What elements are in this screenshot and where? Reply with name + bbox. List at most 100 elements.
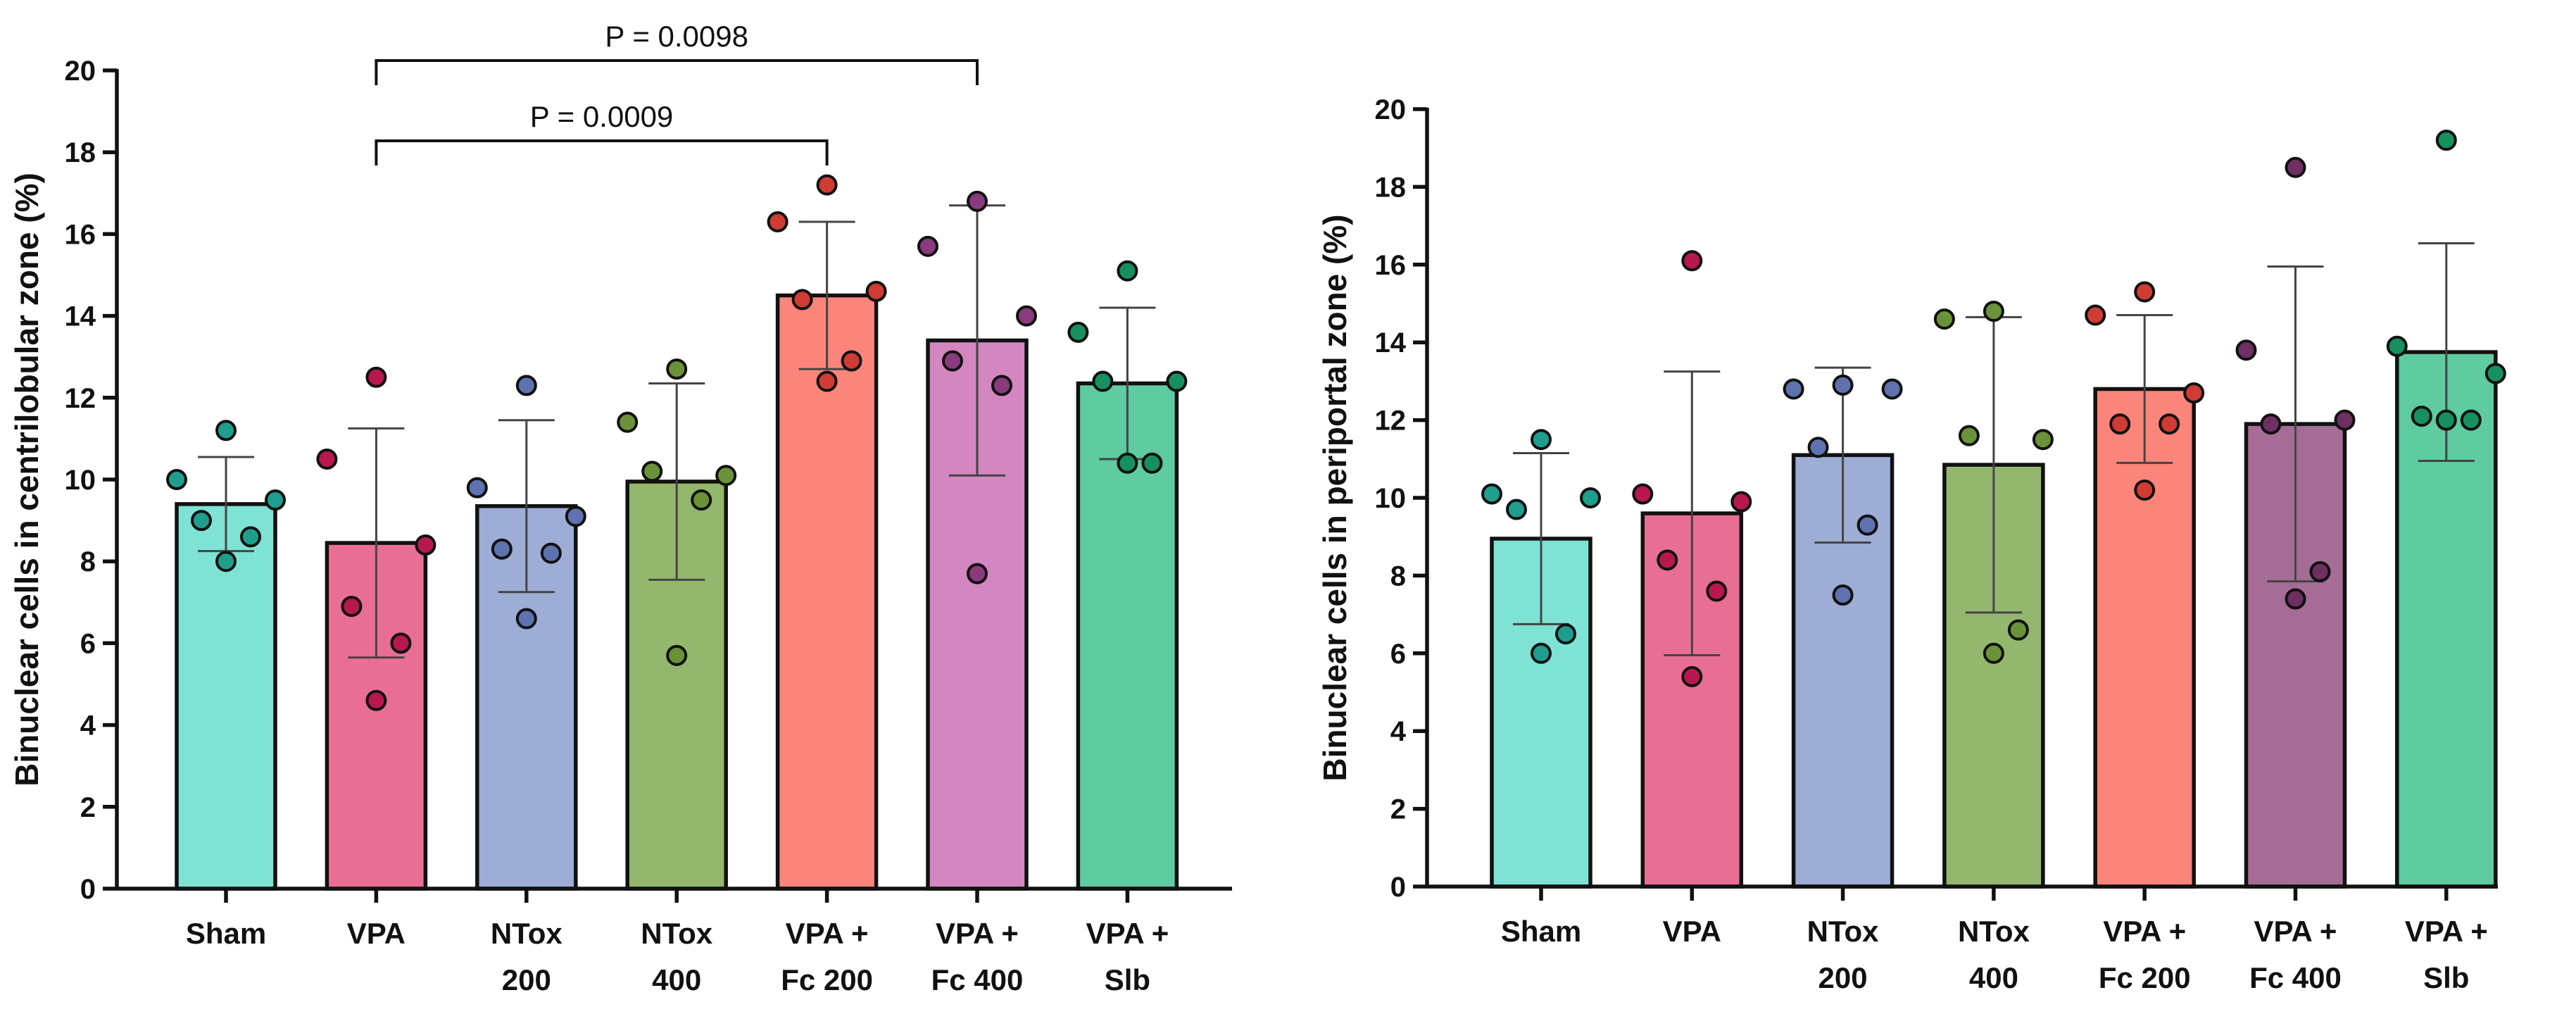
x-tick-label-6: VPA + Fc 400 — [2249, 915, 2342, 994]
x-tick-label-line: 200 — [1818, 961, 1868, 994]
data-point-4-2 — [1933, 308, 1955, 330]
y-tick-label-10: 10 — [1375, 483, 1407, 514]
y-axis-label: Binuclear cells in periportal zone (%) — [1317, 214, 1353, 781]
data-point-2-4 — [1657, 549, 1678, 571]
data-point-3-5 — [540, 542, 562, 564]
x-tick-label-line: NTox — [1958, 915, 2030, 948]
y-tick-label-0: 0 — [1390, 872, 1406, 903]
data-point-7-1 — [2435, 130, 2457, 151]
data-point-1-4 — [191, 510, 212, 532]
significance-label-2: P = 0.0098 — [605, 20, 748, 53]
data-point-5-2 — [767, 211, 788, 232]
data-point-7-3 — [1166, 370, 1188, 392]
data-point-1-3 — [265, 489, 286, 511]
y-tick-label-0: 0 — [80, 874, 96, 905]
y-tick-label-6: 6 — [1390, 639, 1406, 670]
y-tick-label-8: 8 — [1390, 561, 1406, 592]
x-tick-label-line: VPA + — [786, 917, 869, 950]
data-point-6-5 — [2309, 561, 2331, 582]
data-point-6-1 — [967, 190, 988, 212]
x-tick-label-line: Sham — [1501, 915, 1581, 948]
data-point-6-5 — [991, 375, 1012, 396]
data-point-7-4 — [2411, 406, 2432, 427]
chart-panel-1: 0 2 4 6 8 10 12 14 16 18 20 Sham VPA NTox 200 NTox 400 VP… — [8, 20, 1232, 996]
y-tick-label-6: 6 — [80, 628, 96, 659]
data-point-3-6 — [1832, 584, 1854, 606]
x-tick-label-line: Sham — [186, 917, 266, 950]
data-point-6-4 — [942, 350, 963, 372]
y-axis-label: Binuclear cells in centrilobular zone (%… — [8, 173, 45, 787]
x-tick-label-line: 400 — [652, 963, 701, 996]
data-point-6-6 — [967, 563, 988, 584]
x-tick-label-line: VPA + — [2405, 915, 2488, 948]
data-point-5-1 — [816, 174, 838, 196]
data-point-3-2 — [466, 477, 488, 499]
y-tick-label-2: 2 — [1390, 794, 1406, 825]
data-point-5-6 — [2134, 479, 2156, 501]
data-point-3-1 — [515, 375, 537, 396]
x-tick-label-line: Fc 200 — [2099, 961, 2191, 994]
data-point-5-3 — [2183, 382, 2205, 403]
data-point-1-3 — [1580, 487, 1601, 508]
y-tick-label-4: 4 — [1390, 716, 1407, 747]
data-point-4-6 — [666, 644, 688, 666]
data-point-5-1 — [2134, 281, 2156, 303]
x-tick-label-6: VPA + Fc 400 — [931, 917, 1024, 996]
x-tick-label-7: VPA + Slb — [1086, 917, 1169, 996]
x-tick-label-7: VPA + Slb — [2405, 915, 2488, 994]
data-point-1-5 — [240, 526, 261, 548]
data-point-1-2 — [1481, 483, 1502, 505]
x-tick-label-line: VPA + — [1086, 917, 1169, 950]
data-point-5-3 — [865, 280, 887, 302]
data-point-2-1 — [365, 366, 387, 388]
x-tick-label-line: 400 — [1969, 961, 2018, 994]
data-point-3-4 — [1807, 437, 1829, 458]
x-tick-label-line: Slb — [1105, 963, 1150, 996]
data-point-2-6 — [365, 689, 387, 711]
x-tick-label-5: VPA + Fc 200 — [781, 917, 873, 996]
x-tick-label-line: NTox — [641, 917, 713, 950]
y-tick-label-12: 12 — [1375, 406, 1407, 437]
y-tick-label-16: 16 — [1375, 250, 1407, 281]
data-point-6-3 — [2334, 409, 2356, 431]
data-point-3-2 — [1783, 378, 1804, 400]
data-point-1-2 — [166, 469, 187, 490]
y-tick-label-10: 10 — [65, 465, 96, 496]
x-tick-label-line: VPA + — [2103, 915, 2186, 948]
x-tick-label-3: NTox 200 — [491, 917, 563, 996]
x-tick-label-3: NTox 200 — [1807, 915, 1880, 994]
data-point-1-1 — [1531, 429, 1552, 451]
y-tick-label-14: 14 — [1375, 327, 1407, 358]
y-tick-label-18: 18 — [65, 137, 96, 168]
chart-panel-2: 0 2 4 6 8 10 12 14 16 18 20 Sham VPA NTox 200 NTox 400 VP… — [1317, 94, 2506, 994]
data-point-1-6 — [1531, 642, 1552, 664]
data-point-6-1 — [2285, 156, 2306, 178]
data-point-7-2 — [2386, 335, 2408, 357]
data-point-3-1 — [1832, 374, 1854, 396]
data-point-4-5 — [691, 489, 712, 511]
x-tick-label-line: Fc 400 — [931, 963, 1024, 996]
x-tick-label-1: Sham — [186, 917, 266, 950]
y-tick-label-20: 20 — [1375, 94, 1407, 125]
data-point-7-4 — [1092, 370, 1114, 392]
data-point-7-2 — [1067, 321, 1089, 343]
data-point-4-4 — [641, 461, 663, 482]
x-tick-label-2: VPA — [347, 917, 406, 950]
y-tick-label-14: 14 — [65, 301, 96, 332]
data-point-7-3 — [2484, 363, 2506, 384]
data-point-2-2 — [316, 448, 338, 470]
data-point-7-5 — [1141, 452, 1163, 474]
data-point-1-5 — [1555, 623, 1576, 645]
y-tick-label-12: 12 — [65, 383, 96, 414]
y-tick-label-4: 4 — [80, 711, 96, 741]
data-point-7-6 — [2435, 409, 2457, 431]
y-tick-label-2: 2 — [80, 792, 96, 823]
x-tick-label-line: Fc 400 — [2249, 961, 2342, 994]
x-tick-label-line: NTox — [1807, 915, 1880, 948]
x-tick-label-line: VPA + — [936, 917, 1019, 950]
data-point-4-3 — [715, 465, 737, 487]
y-tick-label-20: 20 — [65, 56, 96, 87]
x-tick-label-line: Fc 200 — [781, 963, 873, 996]
data-point-6-2 — [2235, 339, 2257, 361]
data-point-3-3 — [1881, 378, 1903, 400]
